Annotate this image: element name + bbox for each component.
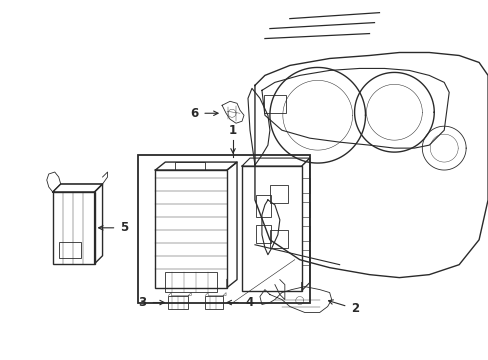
Text: 5: 5 <box>120 221 128 234</box>
Bar <box>301 178 309 193</box>
Bar <box>205 296 223 310</box>
Bar <box>301 202 309 217</box>
Bar <box>301 226 309 241</box>
Text: 4: 4 <box>244 296 253 309</box>
Text: 3: 3 <box>138 296 146 309</box>
Bar <box>269 185 287 203</box>
Bar <box>301 250 309 265</box>
Bar <box>255 225 270 243</box>
Text: 2: 2 <box>351 302 359 315</box>
Bar <box>255 195 270 217</box>
Bar <box>269 230 287 248</box>
Bar <box>53 192 94 264</box>
Bar <box>168 296 188 310</box>
Bar <box>264 95 285 113</box>
Bar <box>165 272 217 292</box>
Bar <box>242 166 301 291</box>
Text: 6: 6 <box>189 107 198 120</box>
Bar <box>59 242 81 258</box>
Bar <box>138 155 309 302</box>
Text: 1: 1 <box>228 124 237 137</box>
Bar <box>155 170 226 288</box>
Bar <box>175 162 205 170</box>
